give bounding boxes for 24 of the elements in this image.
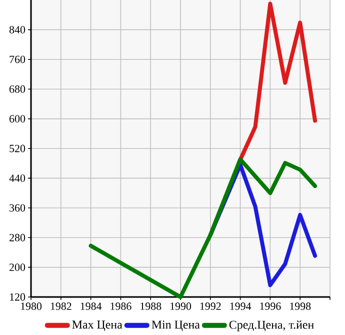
y-tick-label: 200 xyxy=(10,264,26,271)
legend-label: Сред.Цена, т.йен xyxy=(229,320,314,332)
x-tick-label: 1998 xyxy=(290,302,311,310)
y-tick-label: 360 xyxy=(10,204,26,212)
legend-label: Min Цена xyxy=(152,320,200,332)
y-tick-label: 440 xyxy=(9,174,26,182)
line-series xyxy=(88,157,318,299)
x-tick-label: 1992 xyxy=(200,302,221,310)
x-tick-label: 1990 xyxy=(170,302,192,310)
x-tick-label: 1986 xyxy=(110,302,132,310)
y-tick-label: 120 xyxy=(10,293,26,301)
x-tick-label: 1996 xyxy=(260,302,281,310)
x-tick-label: 1982 xyxy=(50,302,72,310)
y-tick-label: 520 xyxy=(10,144,26,152)
y-tick-label: 280 xyxy=(10,234,26,242)
y-tick-label: 600 xyxy=(10,115,26,122)
x-tick-label: 1980 xyxy=(21,302,42,310)
y-tick-label: 760 xyxy=(10,56,26,64)
y-tick-label: 680 xyxy=(10,85,26,93)
y-tick-label: 840 xyxy=(9,26,26,34)
x-tick-label: 1994 xyxy=(230,302,252,310)
x-tick-label: 1988 xyxy=(140,302,162,310)
legend-label: Max Цена xyxy=(72,320,122,332)
x-tick-label: 1984 xyxy=(80,302,102,310)
